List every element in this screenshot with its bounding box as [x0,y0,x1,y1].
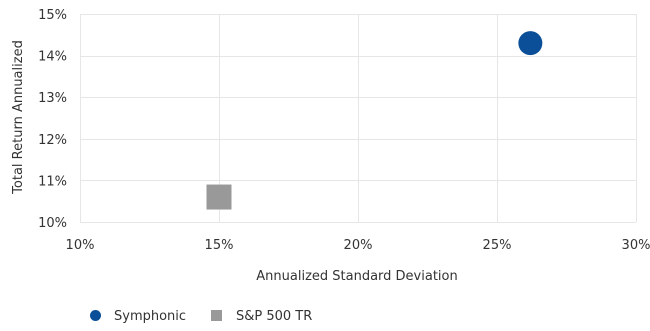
legend-item-symphonic: Symphonic [90,309,186,324]
x-axis-title: Annualized Standard Deviation [256,269,457,284]
x-tick-label: 25% [483,238,512,253]
y-tick-label: 13% [38,91,67,106]
x-tick-label: 15% [205,238,234,253]
y-tick-label: 12% [38,133,67,148]
x-tick-label: 10% [66,238,95,253]
legend-marker-sp500 [211,310,222,321]
legend-label-symphonic: Symphonic [114,309,186,324]
y-axis-title: Total Return Annualized [11,40,26,195]
x-tick-label: 30% [622,238,650,253]
y-tick-label: 14% [38,50,67,65]
legend-marker-symphonic [90,310,101,321]
tick-labels: 10% 11% 12% 13% 14% 15% 10% 15% 20% 25% 30% [38,8,650,253]
x-tick-label: 20% [344,238,373,253]
data-point-symphonic [518,31,543,56]
y-tick-label: 11% [38,174,67,189]
data-points [206,31,543,210]
data-point-sp500 [206,184,232,210]
y-tick-label: 15% [38,8,67,23]
legend-label-sp500: S&P 500 TR [236,309,312,324]
y-tick-label: 10% [38,216,67,231]
legend: Symphonic S&P 500 TR [90,309,312,324]
gridlines [80,14,637,223]
legend-item-sp500: S&P 500 TR [211,309,312,324]
